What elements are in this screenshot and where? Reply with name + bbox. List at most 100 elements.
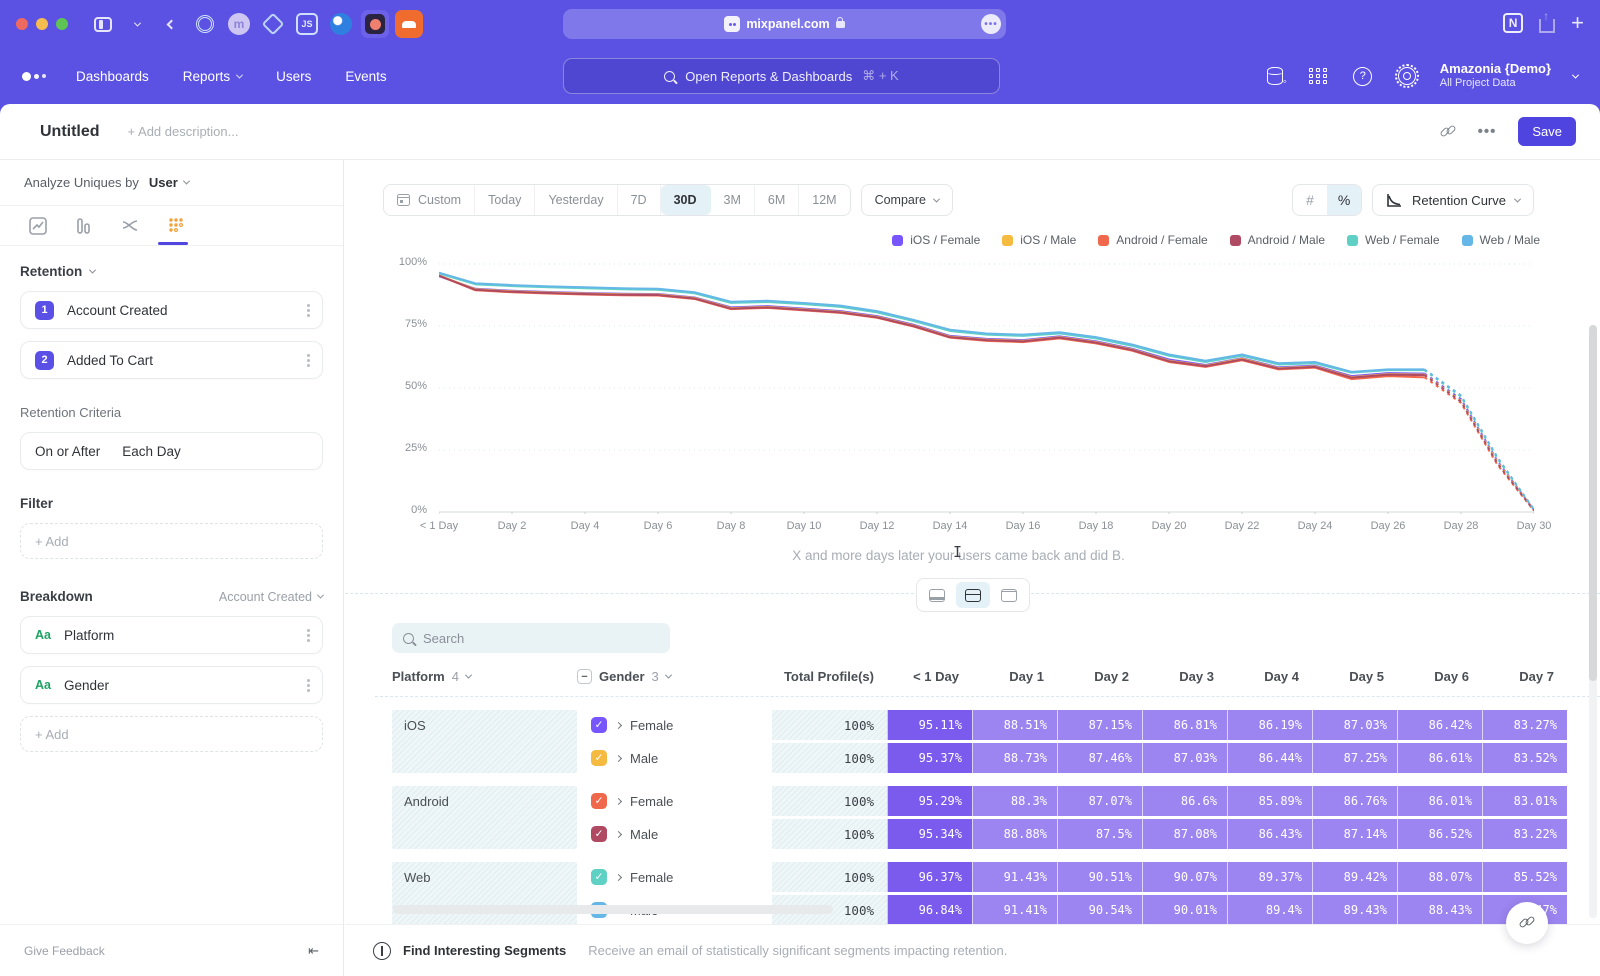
retention-value-cell[interactable]: 86.61% <box>1397 743 1482 773</box>
give-feedback-link[interactable]: Give Feedback <box>24 944 105 958</box>
format-percent-button[interactable]: % <box>1327 185 1361 215</box>
save-button[interactable]: Save <box>1518 117 1576 146</box>
url-bar[interactable]: mixpanel.com ••• <box>563 9 1006 39</box>
global-search-button[interactable]: Open Reports & Dashboards ⌘ + K <box>563 58 1000 94</box>
breakdown-menu-icon[interactable] <box>307 634 310 637</box>
breakdown-gender[interactable]: AaGender <box>20 666 323 704</box>
mixpanel-logo[interactable] <box>22 72 58 81</box>
series-checkbox[interactable]: ✓ <box>591 826 607 842</box>
range-3m[interactable]: 3M <box>711 185 755 215</box>
retention-value-cell[interactable]: 87.07% <box>1057 786 1142 816</box>
view-split-button[interactable] <box>956 582 990 608</box>
vertical-scrollbar[interactable] <box>1589 325 1597 918</box>
breakdown-menu-icon[interactable] <box>307 684 310 687</box>
compare-button[interactable]: Compare <box>861 184 953 216</box>
column-total-profiles[interactable]: Total Profile(s) <box>772 669 887 684</box>
platform-cell[interactable]: Android <box>392 786 577 849</box>
column-day-6[interactable]: Day 6 <box>1397 669 1482 684</box>
retention-step-added-to-cart[interactable]: 2Added To Cart <box>20 341 323 379</box>
retention-value-cell[interactable]: 95.34% <box>887 819 972 849</box>
retention-value-cell[interactable]: 87.5% <box>1057 819 1142 849</box>
column-day-2[interactable]: Day 2 <box>1057 669 1142 684</box>
cube-extension-icon[interactable] <box>259 10 287 38</box>
retention-value-cell[interactable]: 90.54% <box>1057 895 1142 925</box>
gender-row-web-female[interactable]: ✓Female <box>577 862 772 892</box>
url-options-icon[interactable]: ••• <box>981 14 1001 34</box>
close-window-button[interactable] <box>16 18 28 30</box>
column-gender[interactable]: − Gender 3 <box>577 669 772 684</box>
gender-row-ios-male[interactable]: ✓Male <box>577 743 772 773</box>
column-day-5[interactable]: Day 5 <box>1312 669 1397 684</box>
apps-grid-icon[interactable] <box>1308 65 1330 87</box>
retention-value-cell[interactable]: 88.3% <box>972 786 1057 816</box>
range-7d[interactable]: 7D <box>618 185 661 215</box>
report-description-placeholder[interactable]: + Add description... <box>128 124 239 139</box>
retention-chart[interactable]: 100%75%50%25%0% <box>383 256 1534 514</box>
platform-cell[interactable]: iOS <box>392 710 577 773</box>
column-day-7[interactable]: Day 7 <box>1482 669 1567 684</box>
retention-value-cell[interactable]: 91.41% <box>972 895 1057 925</box>
column-day-3[interactable]: Day 3 <box>1142 669 1227 684</box>
column-platform[interactable]: Platform 4 <box>392 669 577 684</box>
data-management-icon[interactable] <box>1264 65 1286 87</box>
retention-value-cell[interactable]: 87.46% <box>1057 743 1142 773</box>
retention-value-cell[interactable]: 86.6% <box>1142 786 1227 816</box>
range-12m[interactable]: 12M <box>799 185 849 215</box>
m-avatar-extension-icon[interactable]: m <box>225 10 253 38</box>
sidebar-toggle-icon[interactable] <box>90 11 116 37</box>
breakdown-scope-dropdown[interactable]: Account Created <box>219 590 323 604</box>
retention-value-cell[interactable]: 87.03% <box>1312 710 1397 740</box>
add-breakdown-button[interactable]: + Add <box>20 716 323 752</box>
retention-value-cell[interactable]: 88.43% <box>1397 895 1482 925</box>
column--1-day[interactable]: < 1 Day <box>887 669 972 684</box>
report-title[interactable]: Untitled <box>40 123 100 141</box>
share-link-fab[interactable] <box>1506 902 1548 944</box>
series-line-web-male[interactable] <box>439 273 1425 372</box>
range-6m[interactable]: 6M <box>755 185 799 215</box>
gender-row-android-male[interactable]: ✓Male <box>577 819 772 849</box>
criteria-interval[interactable]: Each Day <box>122 444 181 459</box>
share-icon[interactable] <box>1539 19 1555 33</box>
notion-calendar-extension-icon[interactable] <box>361 10 389 38</box>
view-chart-only-button[interactable] <box>920 582 954 608</box>
retention-value-cell[interactable]: 96.37% <box>887 862 972 892</box>
series-checkbox[interactable]: ✓ <box>591 750 607 766</box>
retention-value-cell[interactable]: 83.27% <box>1482 710 1567 740</box>
expand-row-icon[interactable] <box>615 797 622 804</box>
column-day-1[interactable]: Day 1 <box>972 669 1057 684</box>
expand-row-icon[interactable] <box>615 754 622 761</box>
retention-value-cell[interactable]: 86.01% <box>1397 786 1482 816</box>
legend-item[interactable]: Web / Male <box>1462 233 1540 247</box>
retention-value-cell[interactable]: 95.29% <box>887 786 972 816</box>
legend-item[interactable]: iOS / Female <box>892 233 980 247</box>
retention-value-cell[interactable]: 87.14% <box>1312 819 1397 849</box>
retention-value-cell[interactable]: 86.76% <box>1312 786 1397 816</box>
retention-value-cell[interactable]: 86.44% <box>1227 743 1312 773</box>
help-icon[interactable]: ? <box>1352 65 1374 87</box>
series-checkbox[interactable]: ✓ <box>591 717 607 733</box>
gender-row-ios-female[interactable]: ✓Female <box>577 710 772 740</box>
retention-value-cell[interactable]: 87.03% <box>1142 743 1227 773</box>
minimize-window-button[interactable] <box>36 18 48 30</box>
project-switcher[interactable]: Amazonia {Demo} All Project Data <box>1440 61 1551 91</box>
retention-value-cell[interactable]: 86.81% <box>1142 710 1227 740</box>
breakdown-platform[interactable]: AaPlatform <box>20 616 323 654</box>
retention-value-cell[interactable]: 88.73% <box>972 743 1057 773</box>
nav-link-reports[interactable]: Reports <box>183 69 242 84</box>
series-checkbox[interactable]: ✓ <box>591 793 607 809</box>
retention-value-cell[interactable]: 86.52% <box>1397 819 1482 849</box>
tab-insights-icon[interactable] <box>26 214 50 238</box>
nav-link-dashboards[interactable]: Dashboards <box>76 69 149 84</box>
more-options-icon[interactable]: ••• <box>1478 123 1497 140</box>
view-table-only-button[interactable] <box>992 582 1026 608</box>
retention-value-cell[interactable]: 95.37% <box>887 743 972 773</box>
retention-value-cell[interactable]: 83.01% <box>1482 786 1567 816</box>
retention-value-cell[interactable]: 95.11% <box>887 710 972 740</box>
retention-value-cell[interactable]: 85.89% <box>1227 786 1312 816</box>
legend-item[interactable]: Android / Female <box>1098 233 1207 247</box>
platform-cell[interactable]: Web <box>392 862 577 925</box>
retention-value-cell[interactable]: 87.15% <box>1057 710 1142 740</box>
expand-row-icon[interactable] <box>615 830 622 837</box>
expand-row-icon[interactable] <box>615 873 622 880</box>
retention-value-cell[interactable]: 83.52% <box>1482 743 1567 773</box>
